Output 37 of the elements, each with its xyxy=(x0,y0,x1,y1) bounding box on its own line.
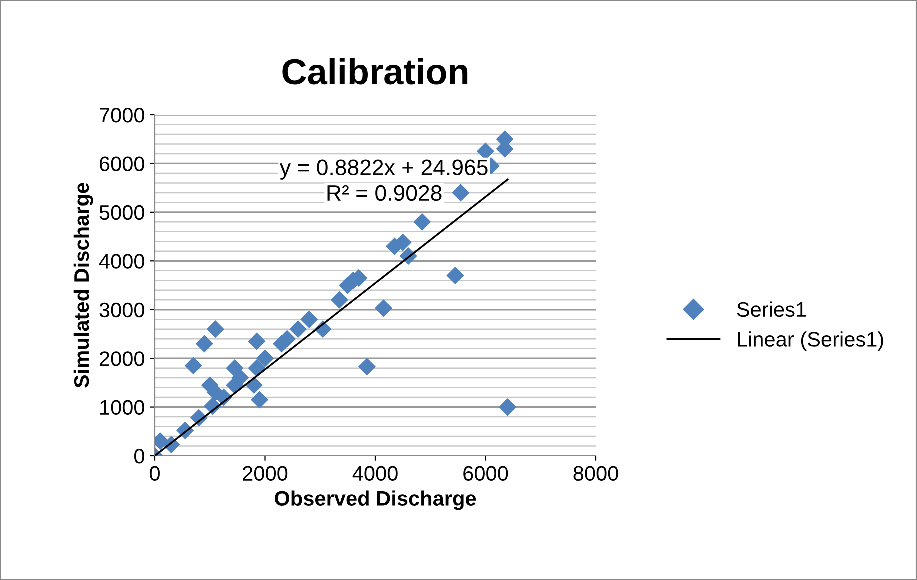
y-tick-label: 6000 xyxy=(100,156,144,172)
y-tick-label: 5000 xyxy=(100,205,144,220)
point xyxy=(300,310,318,328)
point xyxy=(330,291,348,309)
annotation: y = 0.8822x + 24.965 xyxy=(280,160,488,180)
point xyxy=(414,213,432,231)
x-tick-label: 4000 xyxy=(352,466,398,482)
chart-title: Calibration xyxy=(282,58,468,85)
x-tick-label: 0 xyxy=(150,466,160,482)
point xyxy=(184,357,202,375)
y-tick-label: 4000 xyxy=(99,254,144,269)
point xyxy=(248,360,266,378)
point xyxy=(358,358,376,376)
point xyxy=(256,350,274,368)
point xyxy=(452,184,470,202)
x-axis-title: Observed Discharge xyxy=(275,490,476,510)
y-tick-label: 0 xyxy=(134,449,144,464)
point xyxy=(226,360,244,378)
y-tick-label: 1000 xyxy=(100,400,144,416)
point xyxy=(374,300,393,318)
legend-label: Linear (Series1) xyxy=(738,332,884,352)
point xyxy=(206,320,224,338)
point xyxy=(446,266,464,285)
y-tick-label: 2000 xyxy=(100,352,144,366)
y-axis-title: Simulated Discharge xyxy=(74,183,94,388)
x-tick-label: 2000 xyxy=(243,466,288,482)
point xyxy=(290,320,308,338)
legend-label: Series1 xyxy=(737,302,806,318)
y-tick-label: 7000 xyxy=(100,108,144,123)
point xyxy=(248,332,266,350)
point xyxy=(250,391,269,409)
annotation: R² = 0.9028 xyxy=(328,185,442,202)
point xyxy=(196,335,214,353)
x-tick-label: 6000 xyxy=(464,466,508,482)
point xyxy=(499,398,517,416)
y-tick-label: 3000 xyxy=(100,302,144,318)
x-tick-label: 8000 xyxy=(574,466,618,482)
